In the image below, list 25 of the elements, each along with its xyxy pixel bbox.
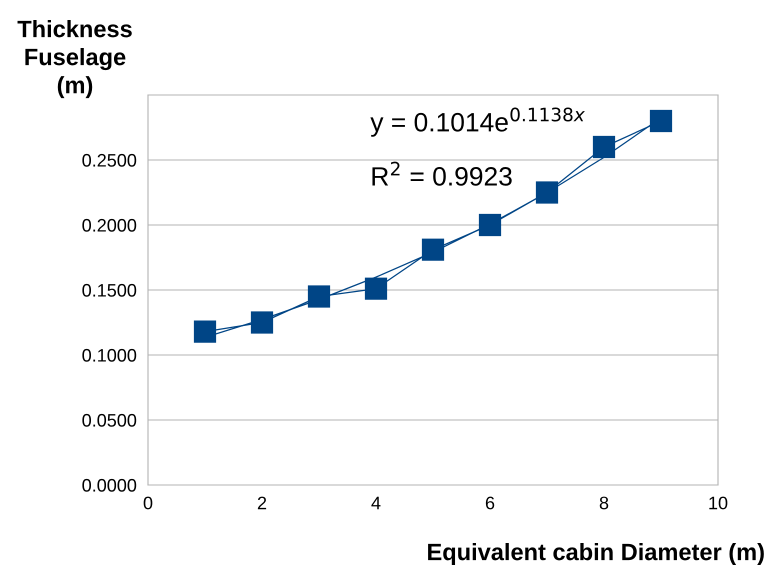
point xyxy=(308,285,330,308)
annotation: y = 0.1014e$^{0.1138x}$ xyxy=(370,108,585,137)
point xyxy=(194,320,216,343)
x-tick-label: 2 xyxy=(258,496,266,510)
x-tick-label: 10 xyxy=(709,496,728,510)
y-axis-title: Thickness Fuselage (m) xyxy=(18,20,132,98)
y-tick-label: 0.1500 xyxy=(82,284,136,297)
y-tick-label: 0.0000 xyxy=(82,478,136,492)
point xyxy=(478,214,502,236)
point xyxy=(592,136,616,158)
point xyxy=(364,278,388,300)
x-tick-label: 0 xyxy=(144,496,152,510)
annotation: R$^{2}$ = 0.9923 xyxy=(372,162,512,186)
y-tick-label: 0.2000 xyxy=(82,218,136,232)
x-axis-title: Equivalent cabin Diameter (m) xyxy=(428,542,764,565)
point xyxy=(536,181,558,204)
x-tick-label: 6 xyxy=(486,496,494,510)
point xyxy=(650,110,672,132)
x-tick-label: 8 xyxy=(600,496,608,510)
y-tick-label: 0.0500 xyxy=(82,414,136,427)
point xyxy=(422,238,444,261)
x-tick-label: 4 xyxy=(371,496,380,510)
y-tick-label: 0.1000 xyxy=(82,348,136,362)
y-tick-label: 0.2500 xyxy=(82,154,136,167)
point xyxy=(250,311,274,334)
